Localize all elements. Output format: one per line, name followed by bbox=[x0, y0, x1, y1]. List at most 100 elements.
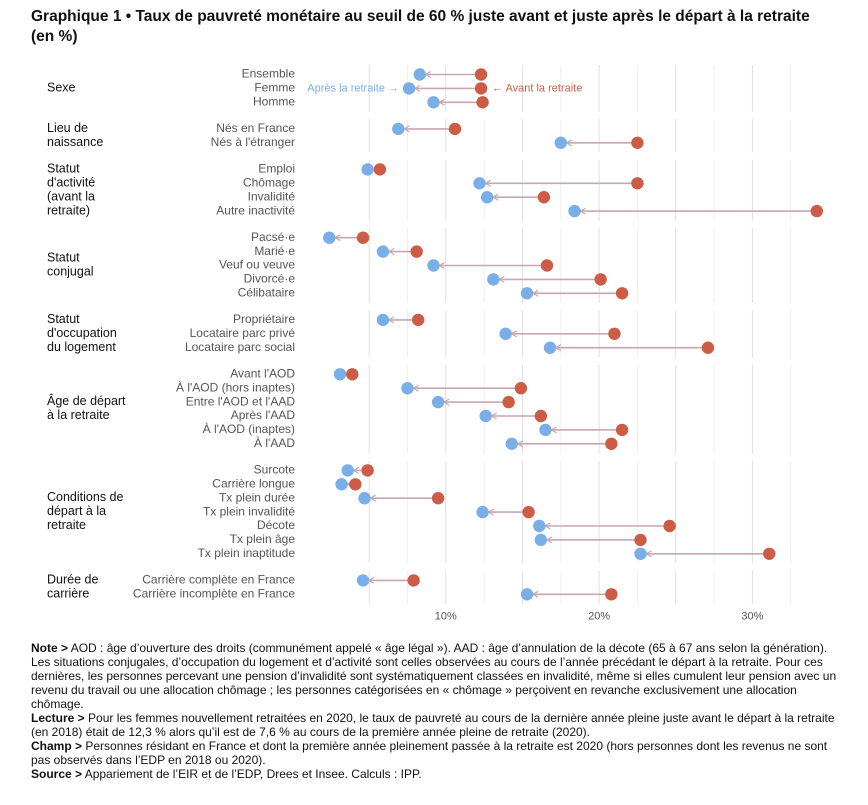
row-label: Emploi bbox=[258, 162, 295, 176]
point-apres bbox=[431, 395, 445, 409]
group-panel-1 bbox=[297, 119, 845, 153]
point-apres bbox=[356, 574, 370, 587]
row-label: Décote bbox=[257, 518, 295, 532]
point-apres bbox=[413, 68, 426, 81]
row-label: Homme bbox=[253, 94, 295, 108]
row-label: Avant l'AOD bbox=[230, 366, 295, 380]
row-label: Autre inactivité bbox=[216, 203, 295, 217]
point-apres bbox=[427, 96, 440, 109]
point-avant bbox=[410, 245, 423, 258]
point-avant bbox=[608, 327, 621, 340]
row-label: Célibataire bbox=[238, 285, 296, 299]
legend-apres: Après la retraite → bbox=[307, 82, 399, 94]
point-apres bbox=[634, 547, 647, 560]
point-apres bbox=[476, 505, 489, 519]
point-apres bbox=[534, 533, 548, 547]
row-label: Ensemble bbox=[242, 67, 296, 81]
dumbbell-arrow bbox=[546, 536, 553, 544]
dumbbell-arrow bbox=[492, 193, 499, 201]
row-label: Propriétaire bbox=[233, 312, 295, 326]
point-apres bbox=[505, 437, 518, 450]
dumbbell-arrow bbox=[551, 426, 557, 434]
dumbbell-arrow bbox=[545, 522, 551, 530]
row-label: Veuf ou veuve bbox=[219, 258, 295, 272]
dumbbell-arrow bbox=[370, 494, 376, 502]
row-label: Marié·e bbox=[254, 244, 295, 258]
row-label: Tx plein invalidité bbox=[203, 504, 295, 518]
row-label: À l'AOD (inaptes) bbox=[203, 421, 295, 436]
point-apres bbox=[539, 423, 552, 437]
chart-title: Graphique 1 • Taux de pauvreté monétaire… bbox=[31, 8, 810, 45]
point-avant bbox=[605, 437, 618, 450]
row-label: Femme bbox=[254, 81, 295, 95]
row-label: À l'AOD (hors inaptes) bbox=[176, 379, 295, 394]
point-avant bbox=[631, 136, 644, 149]
row-label: Pacsé·e bbox=[251, 230, 295, 244]
point-apres bbox=[376, 313, 390, 327]
point-avant bbox=[514, 382, 528, 395]
point-avant bbox=[346, 368, 359, 381]
point-apres bbox=[323, 231, 336, 244]
group-label: Statut d'occupation du logement bbox=[47, 312, 117, 354]
row-label: Nés à l'étranger bbox=[211, 135, 295, 149]
point-apres bbox=[480, 191, 494, 204]
point-avant bbox=[540, 259, 554, 272]
group-label: Durée de carrière bbox=[47, 573, 98, 601]
dumbbell-arrow bbox=[425, 70, 432, 79]
point-avant bbox=[522, 505, 535, 519]
scope-paragraph: Champ > Personnes résidant en France et … bbox=[31, 739, 849, 767]
row-label: Divorcé·e bbox=[244, 272, 296, 286]
row-label: Tx plein durée bbox=[219, 490, 295, 504]
point-apres bbox=[499, 327, 512, 340]
legend-avant: ← Avant la retraite bbox=[492, 82, 582, 94]
point-apres bbox=[533, 519, 546, 533]
row-label: Après l'AAD bbox=[231, 408, 296, 422]
dumbbell-arrow bbox=[488, 508, 494, 516]
scope-lead: Champ > bbox=[31, 739, 83, 753]
note-lead: Note > bbox=[31, 641, 69, 655]
dumbbell-arrow bbox=[532, 289, 539, 297]
x-tick-label: 10% bbox=[435, 611, 457, 623]
dumbbell-arrow bbox=[353, 466, 359, 474]
group-label: Lieu de naissance bbox=[47, 121, 103, 149]
point-apres bbox=[376, 245, 390, 258]
point-apres bbox=[427, 259, 440, 272]
note-text: AOD : âge d’ouverture des droits (commun… bbox=[31, 641, 837, 711]
point-apres bbox=[487, 273, 500, 286]
notes-section: Note > AOD : âge d’ouverture des droits … bbox=[31, 641, 849, 781]
point-apres bbox=[358, 492, 371, 505]
group-panel-5 bbox=[297, 364, 845, 454]
dumbbell-arrow bbox=[334, 234, 341, 242]
point-apres bbox=[361, 163, 374, 176]
point-avant bbox=[448, 122, 462, 136]
point-avant bbox=[763, 547, 776, 560]
dumbbell-arrow bbox=[443, 398, 450, 406]
row-label: Tx plein inaptitude bbox=[198, 546, 296, 560]
row-label: À l'AAD bbox=[254, 435, 295, 450]
point-avant bbox=[474, 68, 488, 81]
point-avant bbox=[534, 409, 548, 423]
dumbbell-arrow bbox=[555, 344, 562, 352]
point-avant bbox=[474, 82, 488, 95]
group-panel-7 bbox=[297, 570, 845, 604]
point-avant bbox=[356, 231, 370, 244]
note-paragraph: Note > AOD : âge d’ouverture des droits … bbox=[31, 641, 849, 711]
point-avant bbox=[412, 313, 425, 327]
row-label: Entre l'AOD et l'AAD bbox=[186, 394, 296, 408]
dumbbell-arrow bbox=[566, 139, 573, 147]
dumbbell-arrow bbox=[491, 412, 497, 420]
dumbbell-arrow bbox=[413, 384, 419, 392]
row-label: Chômage bbox=[243, 175, 295, 189]
point-avant bbox=[373, 163, 387, 176]
source-text: Appariement de l’EIR et de l’EDP, Drees … bbox=[82, 767, 422, 781]
point-apres bbox=[568, 204, 581, 218]
dumbbell-arrow bbox=[499, 275, 505, 283]
point-apres bbox=[543, 341, 557, 354]
row-label: Locataire parc privé bbox=[190, 326, 296, 340]
point-avant bbox=[615, 287, 629, 300]
point-apres bbox=[473, 177, 486, 190]
row-label: Locataire parc social bbox=[185, 340, 295, 354]
point-avant bbox=[476, 96, 489, 109]
point-apres bbox=[335, 478, 348, 491]
point-avant bbox=[431, 492, 445, 505]
